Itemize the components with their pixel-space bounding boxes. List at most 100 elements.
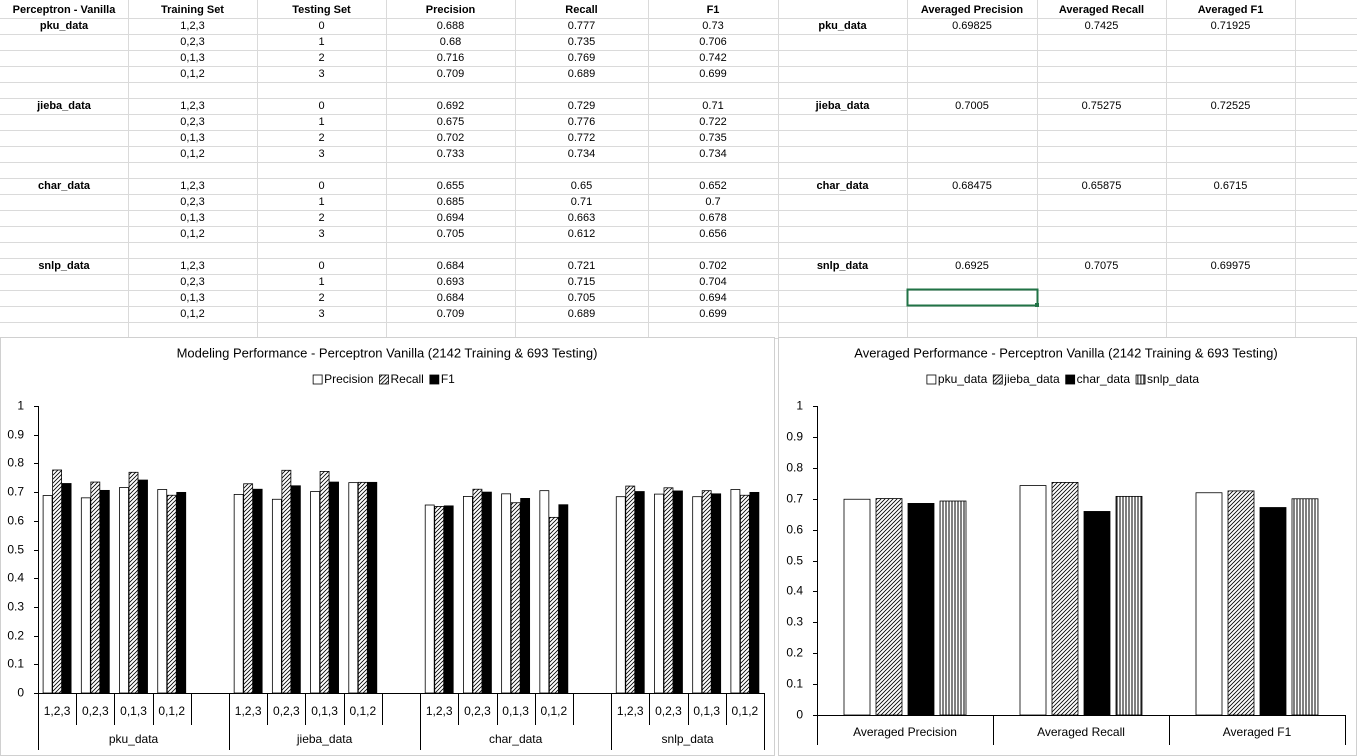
x-tick-label: 0,2,3 <box>273 704 300 718</box>
cell: 0.704 <box>699 276 727 288</box>
y-tick-label: 0.4 <box>7 571 24 585</box>
cell: 0.68 <box>440 36 461 48</box>
bar <box>907 503 935 716</box>
cell: 1 <box>318 116 324 128</box>
y-tick-label: 0.8 <box>7 456 24 470</box>
cell: 0,2,3 <box>180 36 204 48</box>
bar <box>443 505 454 694</box>
y-tick-label: 0.9 <box>786 430 803 444</box>
y-tick-label: 0 <box>17 686 24 700</box>
cell: 2 <box>318 292 324 304</box>
selected-cell[interactable] <box>906 288 1039 307</box>
cell: 0,1,2 <box>180 308 204 320</box>
y-tick-label: 0.1 <box>786 677 803 691</box>
bar <box>625 485 636 694</box>
bar <box>1291 498 1319 716</box>
bar <box>654 493 664 694</box>
legend-label: Recall <box>390 372 423 386</box>
cell: 0.692 <box>437 100 465 112</box>
bar <box>119 487 129 694</box>
cell: 0 <box>318 100 324 112</box>
x-tick-label: 0,2,3 <box>655 704 682 718</box>
x-tick-label: 0,1,2 <box>540 704 567 718</box>
column-header: Testing Set <box>292 4 351 16</box>
bar <box>692 496 703 694</box>
cell: 0.702 <box>699 260 727 272</box>
bar <box>939 500 967 716</box>
cell: 3 <box>318 228 324 240</box>
bar <box>501 493 512 694</box>
x-tick-label: 0,2,3 <box>82 704 109 718</box>
bar <box>243 483 254 694</box>
cell: 3 <box>318 148 324 160</box>
legend: Precision Recall F1 <box>312 372 455 386</box>
cell: 0,1,3 <box>180 52 204 64</box>
legend-label: F1 <box>441 372 455 386</box>
bar <box>701 490 712 694</box>
cell: 0,1,3 <box>180 292 204 304</box>
cell: 2 <box>318 52 324 64</box>
chart-title: Averaged Performance - Perceptron Vanill… <box>854 345 1277 360</box>
column-header: Averaged Precision <box>921 4 1024 16</box>
cell: 0.702 <box>437 132 465 144</box>
column-header: Averaged F1 <box>1198 4 1264 16</box>
bar <box>558 504 569 694</box>
cell: 0.777 <box>568 20 596 32</box>
bar <box>176 491 187 694</box>
cell: 0,2,3 <box>180 196 204 208</box>
cell: 1 <box>318 36 324 48</box>
cell: 0.742 <box>699 52 727 64</box>
x-tick-label: 1,2,3 <box>44 704 71 718</box>
group-name: snlp_data <box>38 260 90 272</box>
x-tick-label: 0,1,3 <box>120 704 147 718</box>
y-tick-label: 0.5 <box>786 554 803 568</box>
cell: 0.75275 <box>1082 100 1122 112</box>
y-tick-label: 0.2 <box>786 646 803 660</box>
bar <box>482 491 492 694</box>
bar <box>520 498 531 694</box>
cell: 0,1,3 <box>180 212 204 224</box>
bar <box>1115 495 1143 716</box>
x-tick-label: 1,2,3 <box>235 704 262 718</box>
x-tick-label: 0,1,2 <box>158 704 185 718</box>
cell: 0.655 <box>437 180 465 192</box>
bar <box>463 496 473 694</box>
group-name: pku_data <box>818 20 867 32</box>
group-label: snlp_data <box>662 732 714 746</box>
cell: 0 <box>318 20 324 32</box>
column-header: Recall <box>565 4 597 16</box>
cell: 1,2,3 <box>180 20 204 32</box>
cell: 0.693 <box>437 276 465 288</box>
cell: 0.735 <box>699 132 727 144</box>
cell: 0.663 <box>568 212 596 224</box>
chart-title: Modeling Performance - Perceptron Vanill… <box>177 345 598 360</box>
cell: 0.65875 <box>1082 180 1122 192</box>
x-tick-label: 1,2,3 <box>617 704 644 718</box>
cell: 0.68475 <box>952 180 992 192</box>
column-header: Perceptron - Vanilla <box>13 4 117 16</box>
bar <box>90 481 101 694</box>
cell: 0.684 <box>437 292 465 304</box>
cell: 0 <box>318 180 324 192</box>
cell: 0.7005 <box>955 100 989 112</box>
bar <box>99 489 110 694</box>
cell: 0.689 <box>568 308 596 320</box>
cell: 0.694 <box>699 292 727 304</box>
x-tick-label: Averaged Recall <box>1037 725 1125 739</box>
column-header: Averaged Recall <box>1059 4 1144 16</box>
cell: 0.6925 <box>955 260 989 272</box>
bar <box>730 489 741 694</box>
legend-label: Precision <box>324 372 373 386</box>
cell: 0.71 <box>571 196 592 208</box>
fill-handle[interactable] <box>1035 303 1039 307</box>
y-tick-label: 0.7 <box>786 492 803 506</box>
column-header: Precision <box>426 4 476 16</box>
cell: 0.706 <box>699 36 727 48</box>
cell: 0.72525 <box>1211 100 1251 112</box>
cell: 0.71 <box>702 100 723 112</box>
bar <box>548 516 559 694</box>
bar <box>739 494 750 694</box>
y-tick-label: 0.7 <box>7 485 24 499</box>
y-tick-label: 0.1 <box>7 657 24 671</box>
bar <box>1019 485 1047 716</box>
